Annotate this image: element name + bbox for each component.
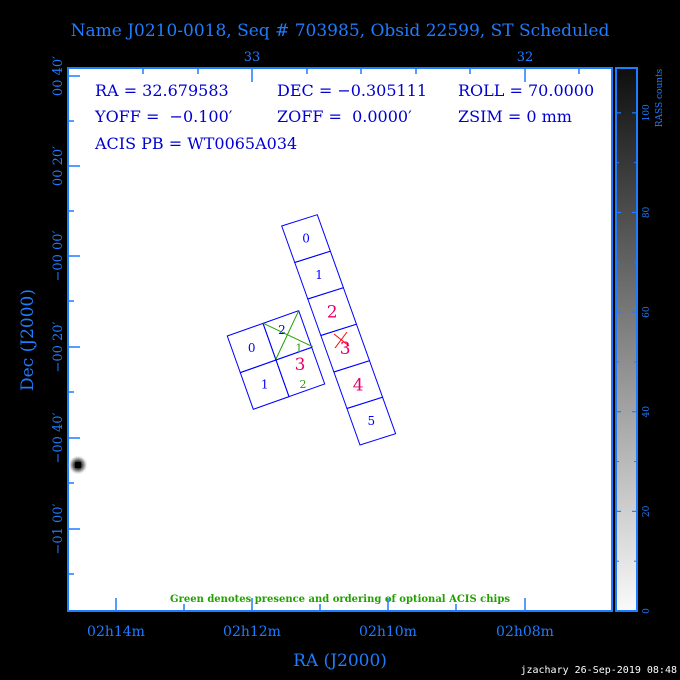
ra-value: RA = 32.679583: [95, 81, 229, 100]
colorbar-tick-label: 100: [642, 104, 652, 121]
optional-chip-marker: [263, 322, 313, 348]
y-tick-label: −00 20′: [51, 321, 66, 372]
colorbar-tick-label: 20: [642, 505, 652, 517]
acis-s-chip-label: 5: [367, 414, 375, 428]
zsim-value: ZSIM = 0 mm: [458, 107, 572, 126]
colorbar-tick-label: 60: [642, 306, 652, 318]
colorbar: [615, 67, 638, 612]
colorbar-tick-label: 80: [642, 206, 652, 218]
x-tick-label: 02h14m: [87, 624, 145, 640]
plot-title: Name J0210-0018, Seq # 703985, Obsid 225…: [71, 21, 610, 41]
yoff-value: YOFF = −0.100′: [94, 107, 233, 126]
acis-s-chip-label: 3: [340, 339, 351, 359]
y-tick-label: −00 00′: [51, 230, 66, 281]
acis-i-chip-label: 1: [261, 378, 269, 392]
top-tick-label: 33: [244, 50, 261, 65]
colorbar-tick-label: 40: [642, 406, 652, 418]
footer-user-date: jzachary 26-Sep-2019 08:48: [520, 665, 677, 676]
optional-chip-marker: [275, 310, 300, 360]
colorbar-ticks: 0 20 40 60 80 100: [616, 104, 652, 614]
roll-value: ROLL = 70.0000: [458, 81, 594, 100]
acis-s-chip: [346, 396, 397, 446]
x-tick-label: 02h08m: [496, 624, 554, 640]
y-tick-label: 00 20′: [51, 146, 66, 186]
top-tick-label: 32: [517, 50, 534, 65]
optional-order-label: 2: [300, 378, 307, 391]
optional-order-label: 1: [296, 342, 303, 355]
acis-i-chip-label: 2: [278, 323, 286, 337]
acis-s-chip-label: 1: [315, 268, 323, 282]
aimpoint-marker: [334, 331, 348, 349]
zoff-value: ZOFF = 0.0000′: [277, 107, 412, 126]
optional-chips-note: Green denotes presence and ordering of o…: [170, 594, 510, 605]
acis-pb-value: ACIS PB = WT0065A034: [94, 134, 297, 153]
acis-i-chip-label: 3: [295, 355, 306, 375]
y-tick-label: 00 40′: [51, 56, 66, 96]
y-axis-title: Dec (J2000): [18, 289, 38, 391]
acis-i-chip: [275, 346, 326, 398]
colorbar-label: RASS counts: [655, 68, 665, 127]
pointing-info: RA = 32.679583 DEC = −0.305111 ROLL = 70…: [94, 81, 594, 153]
acis-i-chip-label: 0: [248, 341, 256, 355]
x-axis-title: RA (J2000): [293, 651, 387, 671]
colorbar-tick-label: 0: [642, 608, 652, 614]
dec-value: DEC = −0.305111: [277, 81, 427, 100]
x-ray-source-core: [75, 462, 81, 468]
acis-s-chip-label: 4: [353, 375, 364, 395]
acis-s-chip-label: 2: [327, 302, 338, 322]
sky-image: [67, 67, 613, 612]
y-tick-label: −00 40′: [51, 412, 66, 463]
acis-s-chip-label: 0: [302, 232, 310, 246]
x-tick-label: 02h10m: [359, 624, 417, 640]
y-tick-label: −01 00′: [51, 503, 66, 554]
x-tick-label: 02h12m: [223, 624, 281, 640]
